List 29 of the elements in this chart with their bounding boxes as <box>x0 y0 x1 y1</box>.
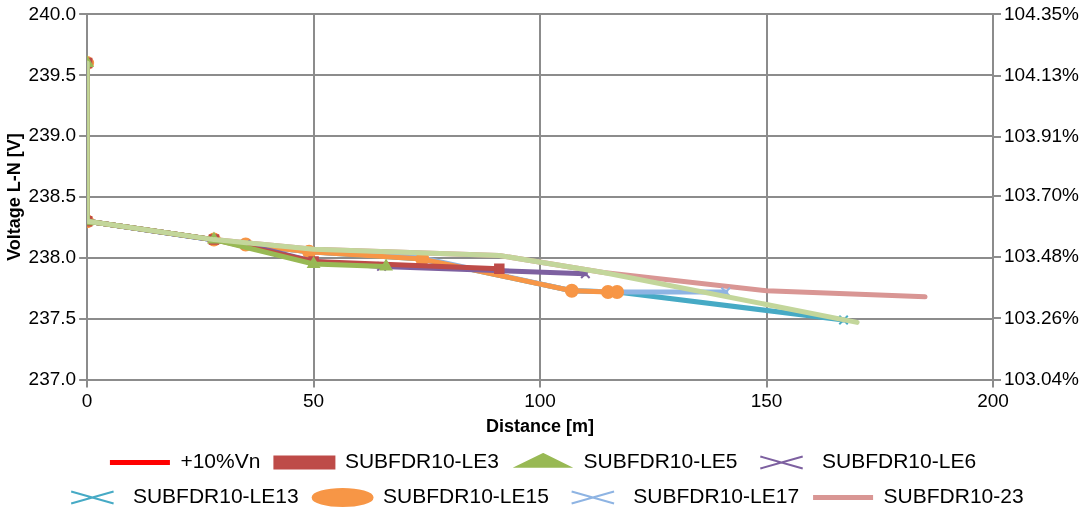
y-tick-label: 237.0 <box>28 367 77 389</box>
legend-label: SUBFDR10-LE5 <box>583 449 738 473</box>
x-tick-label: 100 <box>524 390 556 412</box>
y2-tick-label: 104.35% <box>1003 2 1080 24</box>
legend-label: SUBFDR10-LE3 <box>344 449 499 473</box>
x-tick-label: 200 <box>977 390 1009 412</box>
y-tick-label: 237.5 <box>28 306 77 328</box>
legend-label: SUBFDR10-LE13 <box>132 484 299 508</box>
y-axis-title: Voltage L-N [V] <box>3 133 24 261</box>
legend-label: +10%Vn <box>180 449 261 473</box>
x-tick-label: 50 <box>303 390 325 412</box>
legend-label: SUBFDR10-23 <box>883 484 1024 508</box>
y2-tick-label: 103.70% <box>1003 183 1080 205</box>
x-tick-label: 0 <box>81 390 93 412</box>
legend-label: SUBFDR10-LE15 <box>383 484 549 508</box>
legend-label: SUBFDR10-LE17 <box>633 484 800 508</box>
y2-tick-label: 103.04% <box>1003 367 1080 389</box>
y-tick-label: 238.0 <box>28 246 77 268</box>
y2-tick-label: 103.91% <box>1003 125 1080 147</box>
y2-tick-label: 103.26% <box>1003 306 1080 328</box>
y2-tick-label: 103.48% <box>1003 245 1080 267</box>
y-tick-label: 239.5 <box>28 63 77 85</box>
y-tick-label: 239.0 <box>28 124 77 146</box>
x-tick-label: 150 <box>750 390 783 412</box>
y2-tick-label: 104.13% <box>1003 63 1080 85</box>
y-tick-label: 240.0 <box>28 2 77 24</box>
y-tick-label: 238.5 <box>28 185 77 207</box>
legend-label: SUBFDR10-LE6 <box>822 449 977 473</box>
x-axis-title: Distance [m] <box>486 416 595 437</box>
